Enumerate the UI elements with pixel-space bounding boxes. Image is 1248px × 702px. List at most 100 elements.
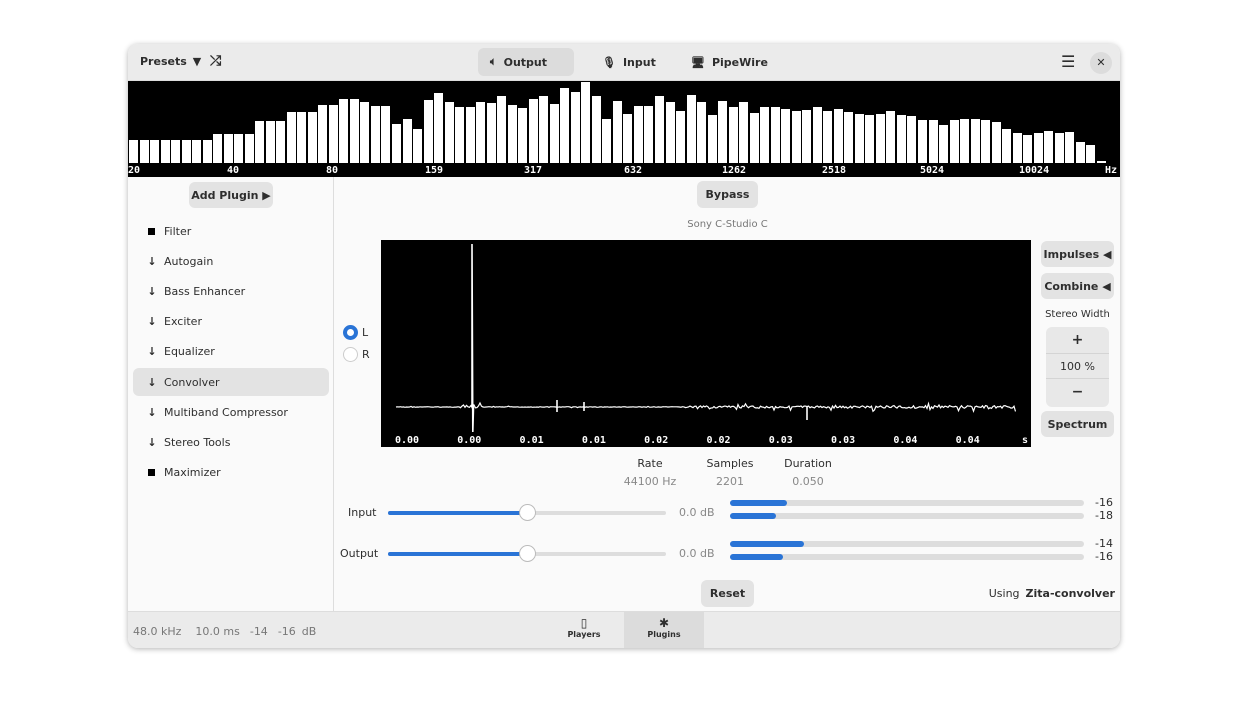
- spectrum-bar: [865, 115, 875, 163]
- tab-pipewire[interactable]: 🖥︎ PipeWire: [679, 48, 780, 76]
- shuffle-icon[interactable]: ⤮: [210, 53, 222, 69]
- combine-button[interactable]: Combine ◀: [1041, 273, 1114, 299]
- sidebar-item-label: Convolver: [164, 375, 220, 389]
- add-plugin-button[interactable]: Add Plugin ▶: [189, 182, 273, 208]
- sidebar-item-label: Multiband Compressor: [164, 405, 288, 419]
- bypass-button[interactable]: Bypass: [697, 181, 758, 208]
- spectrum-bar: [833, 108, 843, 163]
- radio-label: L: [362, 326, 369, 339]
- radio-left[interactable]: L: [343, 325, 368, 340]
- stop-icon: [148, 469, 155, 477]
- sidebar-item-bass-enhancer[interactable]: ↓ Bass Enhancer: [133, 277, 329, 305]
- spectrum-bar: [886, 111, 896, 163]
- spectrum-bar: [602, 118, 612, 163]
- meter-fill: [730, 541, 805, 547]
- slider-handle[interactable]: [519, 545, 536, 562]
- output-gain-slider[interactable]: [388, 545, 666, 562]
- spectrum-bar: [739, 101, 749, 163]
- decrement-button[interactable]: −: [1071, 384, 1084, 400]
- spectrum-bar: [1044, 131, 1054, 163]
- spectrum-bar: [760, 107, 770, 163]
- spectrum-bar: [129, 140, 139, 163]
- tab-plugins[interactable]: ✱ Plugins: [624, 612, 704, 648]
- time-tick-label: 0.02: [706, 435, 730, 446]
- sidebar-item-equalizer[interactable]: ↓ Equalizer: [133, 338, 329, 366]
- spectrum-bar: [781, 108, 791, 163]
- spectrum-bar: [486, 103, 496, 163]
- sidebar-item-label: Filter: [164, 224, 192, 238]
- spectrum-bar: [244, 134, 254, 163]
- latency: 10.0 ms: [195, 625, 240, 638]
- sidebar-item-convolver[interactable]: ↓ Convolver: [133, 368, 329, 396]
- spectrum-bar: [770, 107, 780, 163]
- sample-rate: 48.0 kHz: [133, 625, 182, 638]
- hamburger-menu-icon[interactable]: ☰: [1061, 52, 1076, 71]
- reset-button[interactable]: Reset: [701, 580, 754, 607]
- radio-label: R: [362, 348, 370, 361]
- input-gain-label: Input: [348, 506, 377, 519]
- samples-value: 2201: [716, 475, 744, 488]
- stereo-width-label: Stereo Width: [1045, 309, 1110, 320]
- sidebar-item-stereo-tools[interactable]: ↓ Stereo Tools: [133, 428, 329, 456]
- spectrum-bar: [528, 99, 538, 163]
- sidebar-item-autogain[interactable]: ↓ Autogain: [133, 247, 329, 275]
- spectrum-bar: [812, 107, 822, 163]
- spectrum-bar: [413, 128, 423, 163]
- duration-label: Duration: [784, 457, 832, 470]
- radio-right[interactable]: R: [343, 347, 370, 362]
- sidebar-item-multiband-compressor[interactable]: ↓ Multiband Compressor: [133, 398, 329, 426]
- rate-value: 44100 Hz: [623, 475, 677, 488]
- level-right: -16: [277, 625, 296, 638]
- spectrum-bar: [444, 101, 454, 163]
- input-level-meter: [730, 513, 1084, 519]
- puzzle-icon: ✱: [658, 616, 670, 630]
- tab-output[interactable]: 🔈︎ Output: [478, 48, 574, 76]
- input-level-meter: [730, 500, 1084, 506]
- input-gain-slider[interactable]: [388, 504, 666, 521]
- spectrum-bar: [1065, 131, 1075, 163]
- spectrum-bar: [507, 104, 517, 163]
- spectrum-button[interactable]: Spectrum: [1041, 411, 1114, 437]
- spectrum-bar: [1096, 161, 1106, 163]
- sidebar-item-label: Stereo Tools: [164, 435, 231, 449]
- spectrum-bar: [307, 112, 317, 163]
- spectrum-bar: [907, 116, 917, 163]
- slider-handle[interactable]: [519, 504, 536, 521]
- spectrum-bar: [991, 122, 1001, 163]
- spectrum-bar: [918, 120, 928, 163]
- tab-label: Players: [567, 630, 601, 639]
- tab-input[interactable]: 🎙︎ Input: [590, 48, 668, 76]
- close-button[interactable]: ✕: [1090, 52, 1112, 74]
- spectrum-bar: [539, 95, 549, 163]
- spectrum-bar: [465, 107, 475, 163]
- sidebar-item-exciter[interactable]: ↓ Exciter: [133, 308, 329, 336]
- sidebar-item-maximizer[interactable]: Maximizer: [133, 459, 329, 487]
- sidebar-item-filter[interactable]: Filter: [133, 217, 329, 245]
- sidebar-item-label: Autogain: [164, 254, 214, 268]
- time-tick-label: 0.00: [395, 435, 419, 446]
- sidebar-item-label: Equalizer: [164, 345, 215, 359]
- spectrum-bar: [791, 110, 801, 163]
- spectrum-bar: [823, 110, 833, 163]
- waveform-trace: [395, 401, 1017, 414]
- combine-label: Combine: [1044, 279, 1099, 293]
- spectrum-bar: [1012, 133, 1022, 163]
- spectrum-bar: [202, 140, 212, 163]
- spectrum-bar: [381, 106, 391, 163]
- monitor-icon: 🖥︎: [691, 55, 705, 69]
- impulses-button[interactable]: Impulses ◀: [1041, 241, 1114, 267]
- spectrum-bar: [896, 115, 906, 163]
- presets-menu-button[interactable]: Presets ▼: [140, 55, 201, 68]
- using-label: Using: [988, 587, 1020, 600]
- tab-players[interactable]: ▯ Players: [544, 612, 624, 648]
- spectrum-bar: [570, 91, 580, 163]
- increment-button[interactable]: +: [1046, 327, 1109, 354]
- tab-label: Output: [503, 55, 548, 69]
- microphone-icon: 🎙︎: [602, 55, 616, 69]
- radio-checked-icon: [343, 325, 358, 340]
- header-bar: Presets ▼ ⤮ 🔈︎ Output 🎙︎ Input 🖥︎ PipeWire ☰…: [128, 44, 1120, 81]
- spectrum-bar: [318, 104, 328, 163]
- level-left: -14: [249, 625, 268, 638]
- tab-label: Plugins: [647, 630, 681, 639]
- stereo-width-value[interactable]: 100 %: [1046, 354, 1109, 379]
